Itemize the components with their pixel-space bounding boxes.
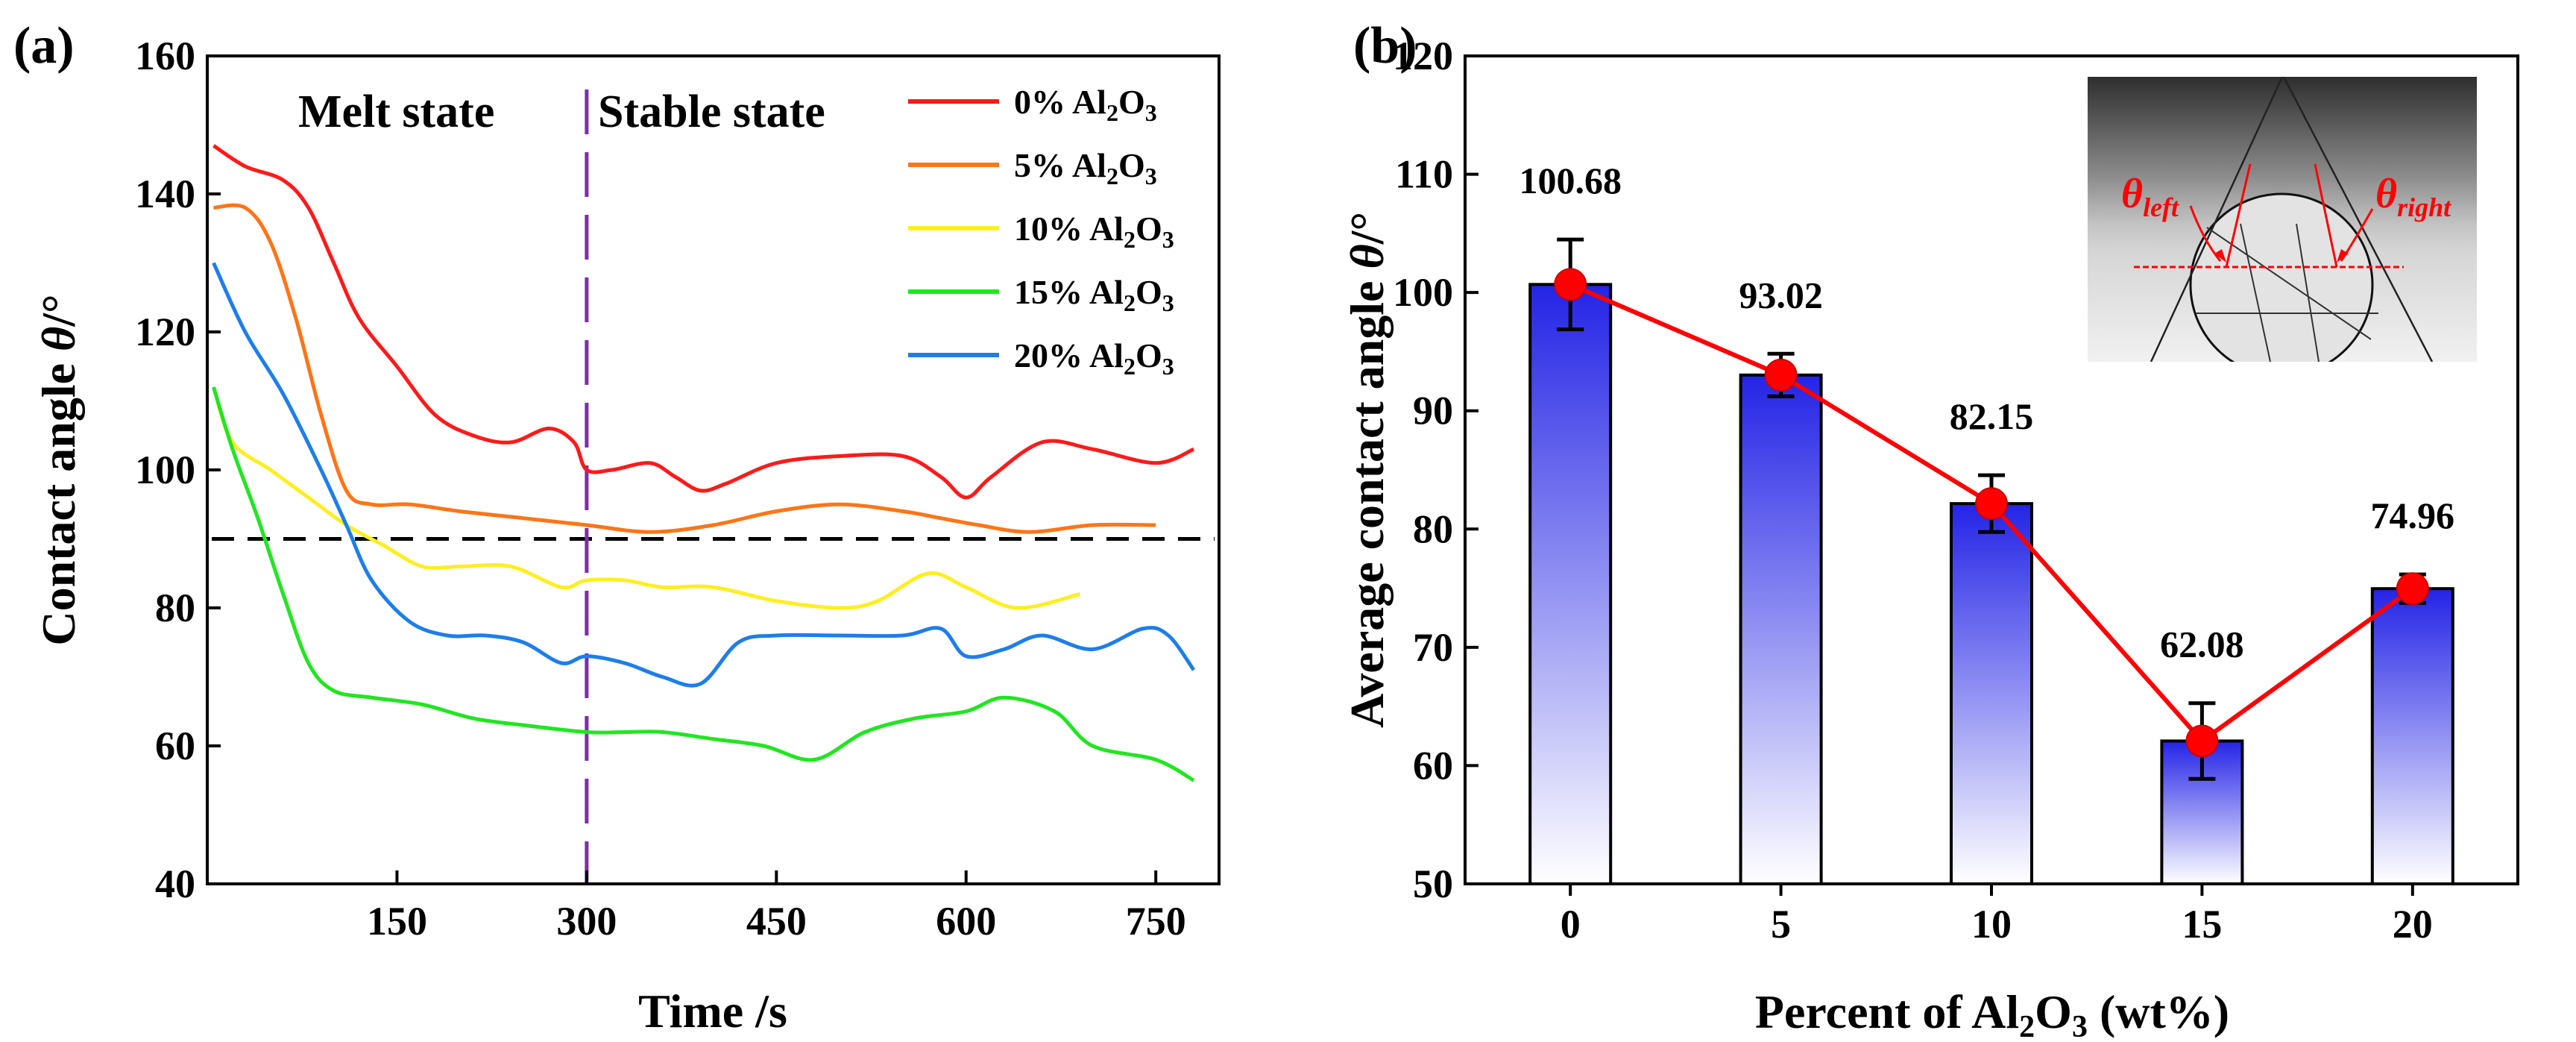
panel-b-bar-chart: (b) 100.68 93.02 82.15 62.08 74.96 0 5 10 15 20 5… — [1341, 17, 2519, 1042]
panel-a-y-axis-title: Contact angle θ/° — [32, 294, 85, 645]
legend-label-20pct: 20% Al2O3 — [1014, 336, 1174, 380]
panel-a-y-tick-label: 160 — [135, 34, 195, 78]
legend-label-15pct: 15% Al2O3 — [1014, 273, 1174, 316]
series-line-15pct — [212, 386, 1195, 782]
stable-state-label: Stable state — [598, 87, 825, 137]
panel-b-x-tick-label: 10 — [1971, 902, 2012, 947]
panel-b-y-tick-label: 110 — [1395, 152, 1453, 197]
value-label-5: 93.02 — [1739, 274, 1823, 316]
panel-b-y-tick-label: 60 — [1413, 743, 1453, 788]
needle-right-edge — [2282, 77, 2434, 362]
panel-a-x-tick-label: 450 — [746, 899, 807, 944]
tangent-right — [2314, 163, 2338, 268]
arrow-right — [2337, 249, 2349, 263]
panel-b-y-tick-label: 70 — [1413, 625, 1453, 670]
series-line-0pct — [212, 144, 1195, 500]
melt-state-label: Melt state — [298, 87, 494, 137]
panel-b-y-tick-label: 80 — [1413, 506, 1453, 551]
fit-line-1 — [2206, 227, 2372, 340]
value-label-15: 62.08 — [2160, 624, 2244, 665]
panel-a-x-axis-title: Time /s — [638, 985, 787, 1038]
needle-left-edge — [2150, 77, 2284, 362]
bar-20pct — [2370, 587, 2454, 885]
panel-b-y-tick-label: 90 — [1413, 389, 1453, 433]
value-label-0: 100.68 — [1519, 160, 1622, 201]
series-line-10pct — [212, 386, 1080, 610]
bar-0pct — [1528, 283, 1613, 885]
panel-b-y-axis-title: Average contact angle θ/° — [1341, 212, 1394, 728]
theta-right-label: θright — [2375, 171, 2451, 222]
mean-point-0 — [1554, 268, 1587, 301]
legend-label-5pct: 5% Al2O3 — [1014, 146, 1157, 189]
panel-b-y-tick-label: 120 — [1393, 34, 1453, 78]
mean-point-5 — [1764, 358, 1798, 392]
panel-a-y-tick-label: 40 — [155, 861, 195, 906]
tangent-left — [2225, 163, 2252, 268]
panel-b-x-tick-label: 5 — [1771, 902, 1791, 947]
panel-a-y-tick-label: 100 — [135, 448, 195, 492]
panel-b-y-tick-label: 50 — [1413, 861, 1453, 906]
panel-a-x-tick-label: 300 — [556, 899, 617, 944]
mean-point-10 — [1975, 487, 2008, 521]
series-line-20pct — [212, 262, 1196, 688]
panel-b-x-tick-label: 20 — [2393, 902, 2433, 947]
value-label-10: 82.15 — [1950, 395, 2034, 437]
fit-line-3 — [2296, 223, 2320, 362]
panel-a-letter: (a) — [13, 17, 75, 75]
arrow-left — [2214, 249, 2226, 263]
droplet-outline — [2189, 192, 2374, 362]
legend-label-10pct: 10% Al2O3 — [1014, 210, 1174, 253]
fit-line-2 — [2240, 223, 2271, 362]
panel-a-line-chart: (a) 150 300 450 600 750 40 60 80 100 120 140 160 Me… — [13, 17, 1221, 1038]
panel-b-y-tick-label: 100 — [1393, 270, 1453, 315]
panel-a-legend: 0% Al2O3 5% Al2O3 10% Al2O3 15% Al2O3 20% Al… — [908, 83, 1174, 380]
theta-left-label: θleft — [2121, 171, 2179, 222]
panel-a-y-tick-label: 80 — [155, 586, 195, 630]
panel-b-x-tick-label: 0 — [1561, 902, 1581, 947]
panel-a-y-tick-label: 140 — [135, 172, 195, 216]
panel-a-y-tick-label: 60 — [155, 724, 195, 768]
panel-a-x-tick-label: 750 — [1126, 899, 1186, 944]
bar-10pct — [1950, 502, 2033, 885]
panel-a-y-tick-label: 120 — [135, 310, 195, 354]
legend-label-0pct: 0% Al2O3 — [1014, 83, 1157, 126]
mean-point-15 — [2185, 724, 2219, 758]
value-label-20: 74.96 — [2371, 495, 2455, 536]
panel-b-x-tick-label: 15 — [2182, 902, 2222, 947]
droplet-inset-photo: θleft θright — [2088, 77, 2477, 362]
panel-b-letter: (b) — [1353, 17, 1417, 75]
angle-arc-left — [2189, 205, 2222, 262]
panel-a-x-tick-label: 600 — [936, 899, 996, 944]
mean-point-20 — [2396, 572, 2429, 606]
panel-a-x-tick-label: 150 — [367, 899, 427, 944]
series-line-5pct — [213, 203, 1156, 534]
bar-5pct — [1739, 373, 1823, 885]
panel-b-x-axis-title: Percent of Al2O3 (wt%) — [1755, 985, 2229, 1042]
